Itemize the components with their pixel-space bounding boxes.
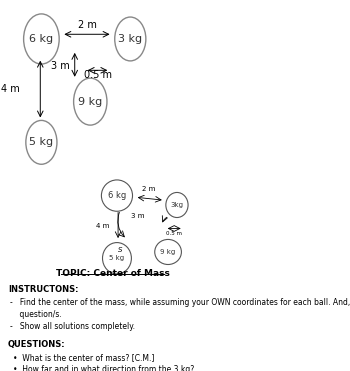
Text: 4 m: 4 m (1, 84, 20, 94)
Text: 3kg: 3kg (170, 202, 183, 208)
Text: 2 m: 2 m (142, 186, 156, 192)
Text: question/s.: question/s. (10, 310, 62, 319)
Text: 3 m: 3 m (131, 213, 145, 219)
Text: 2 m: 2 m (77, 20, 96, 30)
Text: 0.5 m: 0.5 m (84, 70, 112, 80)
Text: INSTRUCTONS:: INSTRUCTONS: (8, 285, 78, 294)
Text: 4 m: 4 m (96, 223, 109, 229)
Text: 5 kg: 5 kg (29, 137, 54, 147)
Text: 9 kg: 9 kg (78, 96, 103, 106)
Text: 6 kg: 6 kg (108, 191, 126, 200)
Text: S: S (118, 247, 122, 253)
Text: 3 m: 3 m (51, 60, 70, 70)
Text: •  How far and in what direction from the 3 kg?: • How far and in what direction from the… (13, 365, 194, 371)
Text: •  What is the center of mass? [C.M.]: • What is the center of mass? [C.M.] (13, 353, 154, 362)
Text: TOPIC: Center of Mass: TOPIC: Center of Mass (56, 269, 169, 278)
Text: 0.5 m: 0.5 m (166, 231, 182, 236)
Text: -   Find the center of the mass, while assuming your OWN coordinates for each ba: - Find the center of the mass, while ass… (10, 298, 350, 307)
Text: 3 kg: 3 kg (118, 34, 142, 44)
Text: -   Show all solutions completely.: - Show all solutions completely. (10, 322, 135, 331)
Text: 9 kg: 9 kg (160, 249, 176, 255)
Text: QUESTIONS:: QUESTIONS: (8, 340, 66, 349)
Text: 6 kg: 6 kg (29, 34, 54, 44)
Text: 5 kg: 5 kg (110, 255, 125, 261)
